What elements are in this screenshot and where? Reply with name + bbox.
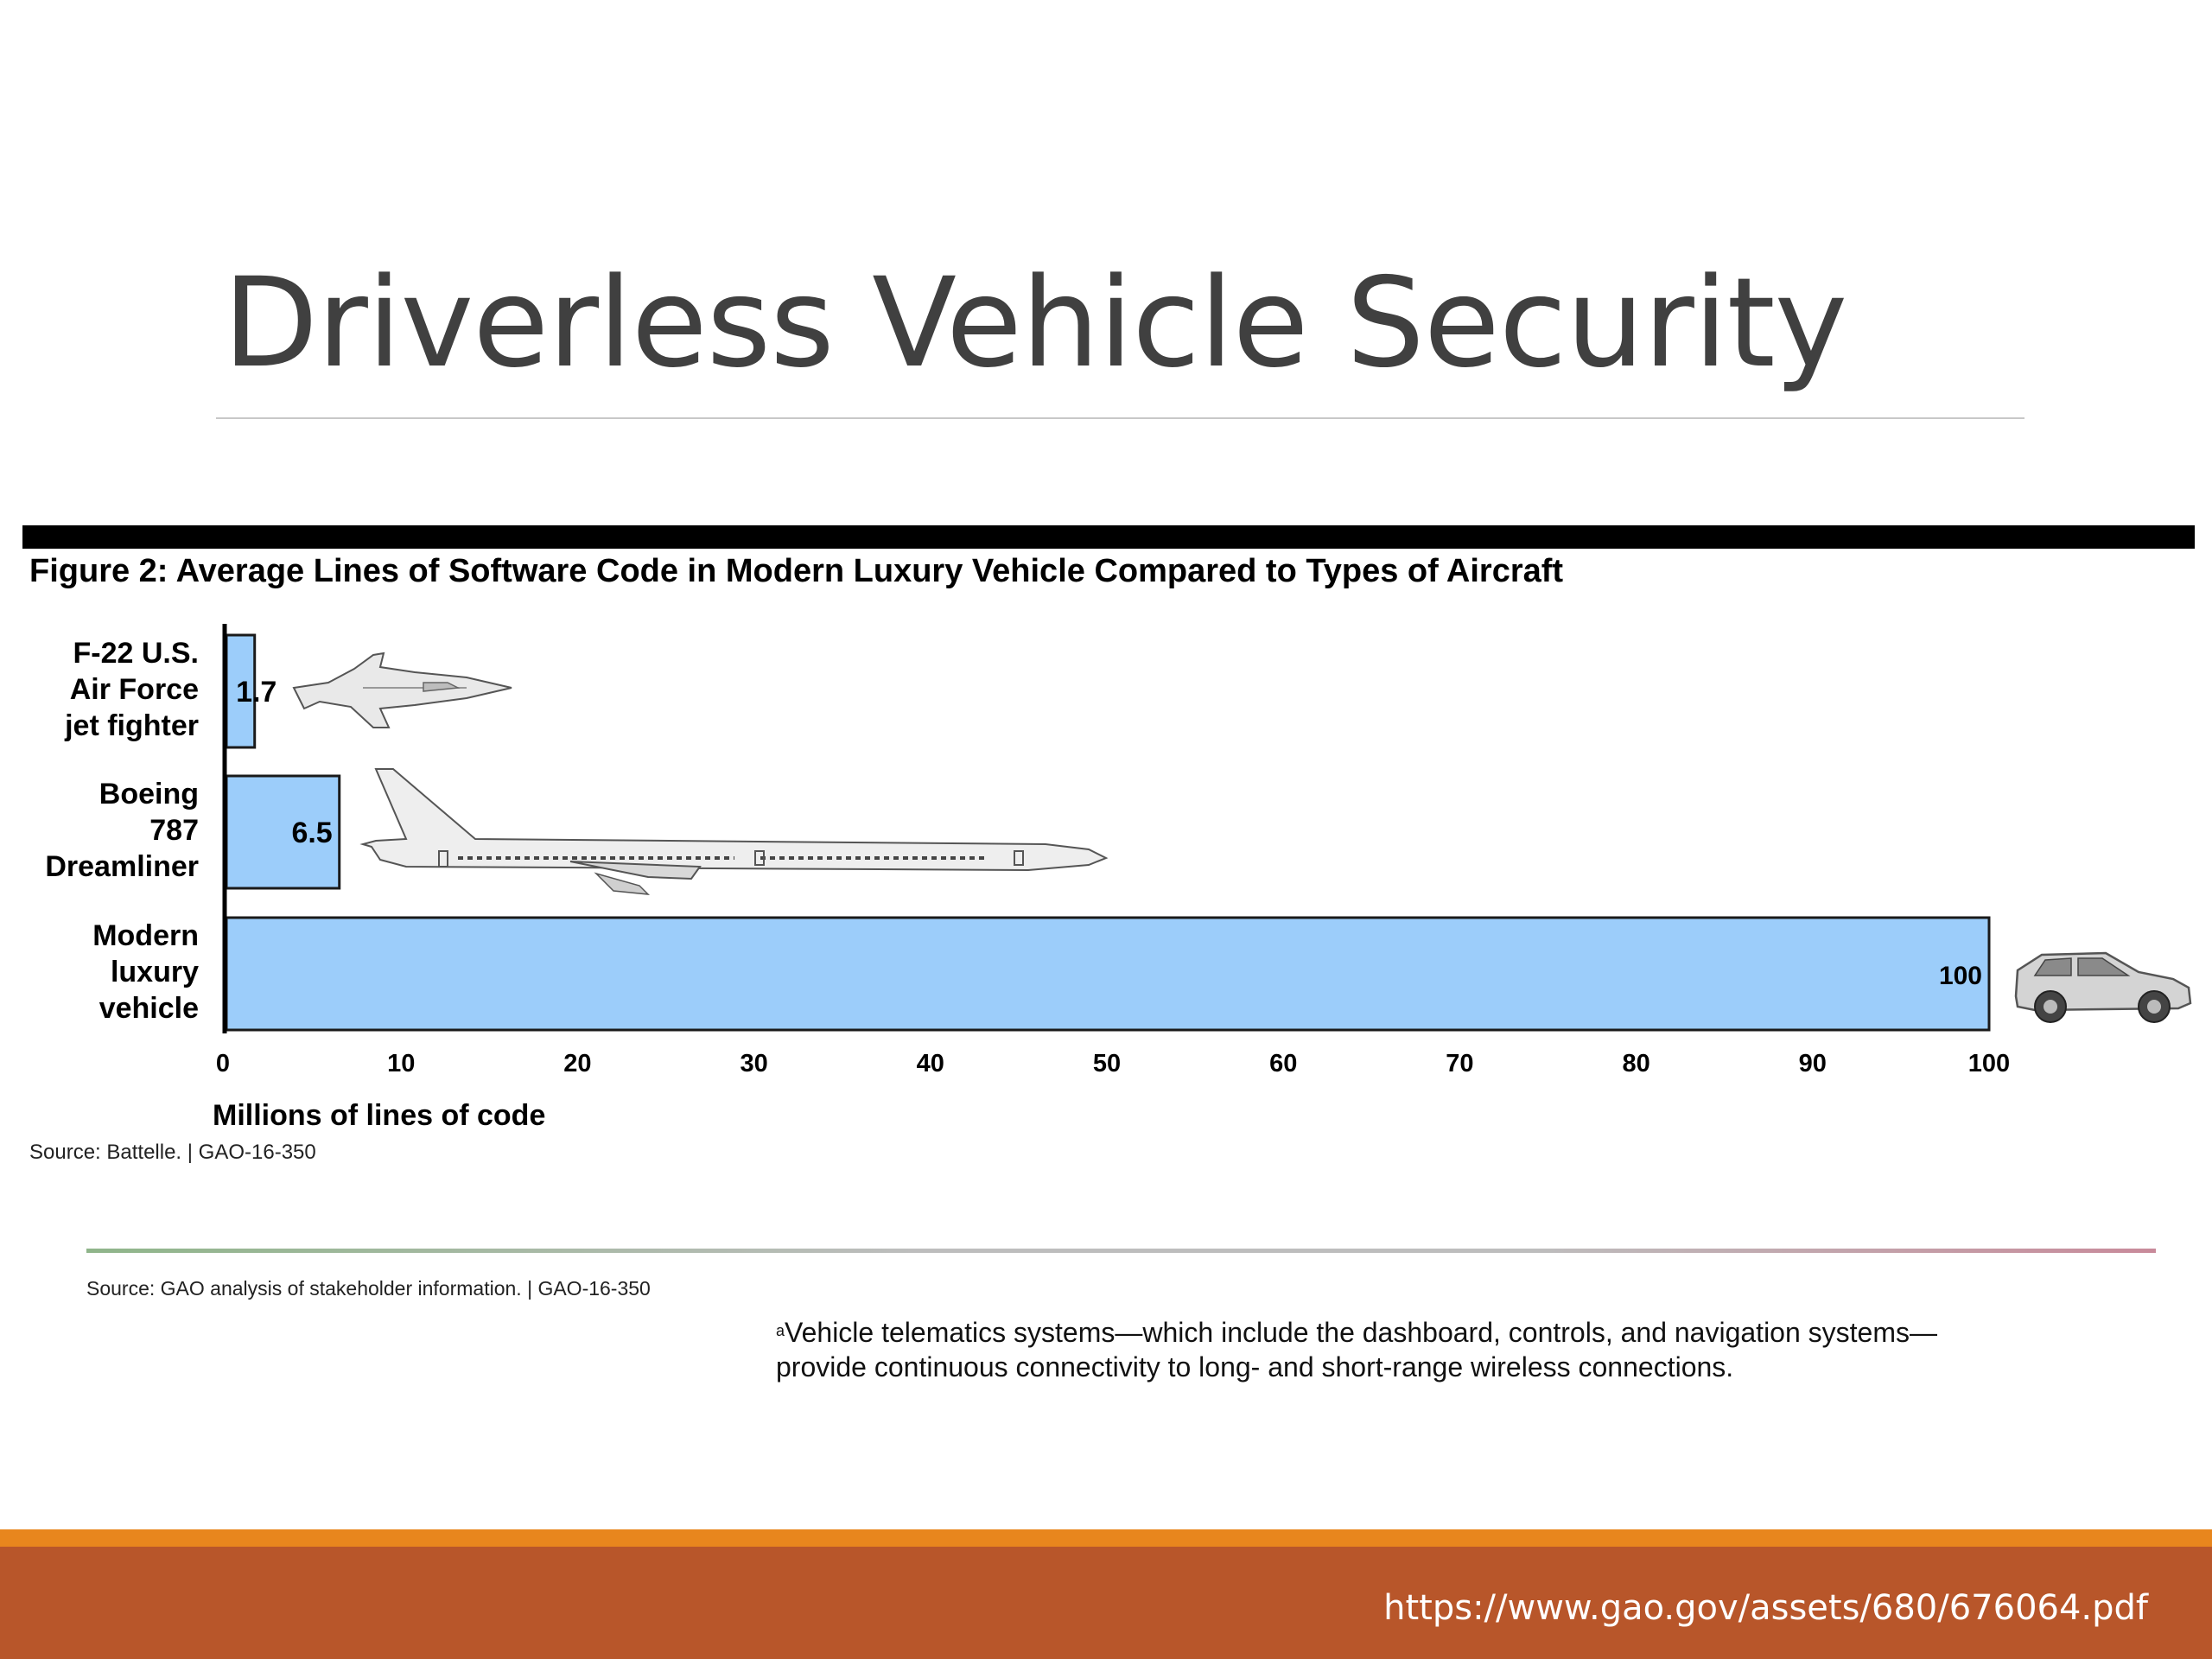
x-tick-label-6: 60 [1269, 1050, 1297, 1077]
footnote-text-1: Vehicle telematics systems—which include… [785, 1317, 1937, 1348]
x-tick-label-3: 30 [740, 1050, 767, 1077]
telematics-footnote: aVehicle telematics systems—which includ… [776, 1315, 1937, 1384]
x-tick-label-1: 10 [387, 1050, 415, 1077]
figure-source: Source: Battelle. | GAO-16-350 [29, 1141, 316, 1164]
footnote-line-1: aVehicle telematics systems—which includ… [776, 1315, 1937, 1350]
x-tick-label-0: 0 [216, 1050, 230, 1077]
x-tick-label-9: 90 [1799, 1050, 1827, 1077]
category-label-2-2: vehicle [99, 992, 199, 1025]
bar-value-label-1: 6.5 [291, 817, 332, 849]
category-label-0-1: Air Force [70, 673, 199, 706]
bar-2 [225, 916, 1991, 1032]
footer-band [0, 1547, 2212, 1659]
x-tick-label-7: 70 [1446, 1050, 1473, 1077]
x-tick-label-10: 100 [1968, 1050, 2010, 1077]
x-tick-label-5: 50 [1093, 1050, 1121, 1077]
x-tick-label-8: 80 [1622, 1050, 1649, 1077]
bar-value-label-0: 1.7 [236, 676, 276, 709]
category-label-2-0: Modern [92, 919, 199, 952]
category-label-1-0: Boeing [99, 778, 199, 810]
stakeholder-source: Source: GAO analysis of stakeholder info… [86, 1277, 651, 1300]
figure-title: Figure 2: Average Lines of Software Code… [29, 553, 1564, 589]
category-label-1-1: 787 [149, 814, 199, 847]
figure-top-bar [22, 525, 2195, 549]
footnote-mark: a [776, 1322, 785, 1339]
category-label-0-0: F-22 U.S. [73, 637, 199, 670]
x-tick-label-2: 20 [563, 1050, 591, 1077]
bar-value-label-2: 100 [1939, 962, 1982, 990]
jet-fighter-icon [292, 652, 512, 728]
airliner-icon [359, 768, 1109, 895]
source-url: https://www.gao.gov/assets/680/676064.pd… [1383, 1588, 2148, 1628]
bar-1 [225, 774, 341, 890]
x-axis-label: Millions of lines of code [213, 1099, 545, 1132]
title-divider [216, 417, 2024, 419]
category-label-2-1: luxury [111, 956, 199, 988]
slide-title: Driverless Vehicle Security [223, 251, 1847, 395]
footnote-line-2: provide continuous connectivity to long-… [776, 1351, 1734, 1382]
section-divider [86, 1249, 2156, 1253]
x-tick-label-4: 40 [917, 1050, 944, 1077]
category-label-1-2: Dreamliner [45, 850, 199, 883]
suv-icon [2014, 951, 2192, 1023]
category-label-0-2: jet fighter [64, 709, 199, 742]
footer-accent-stripe [0, 1529, 2212, 1547]
